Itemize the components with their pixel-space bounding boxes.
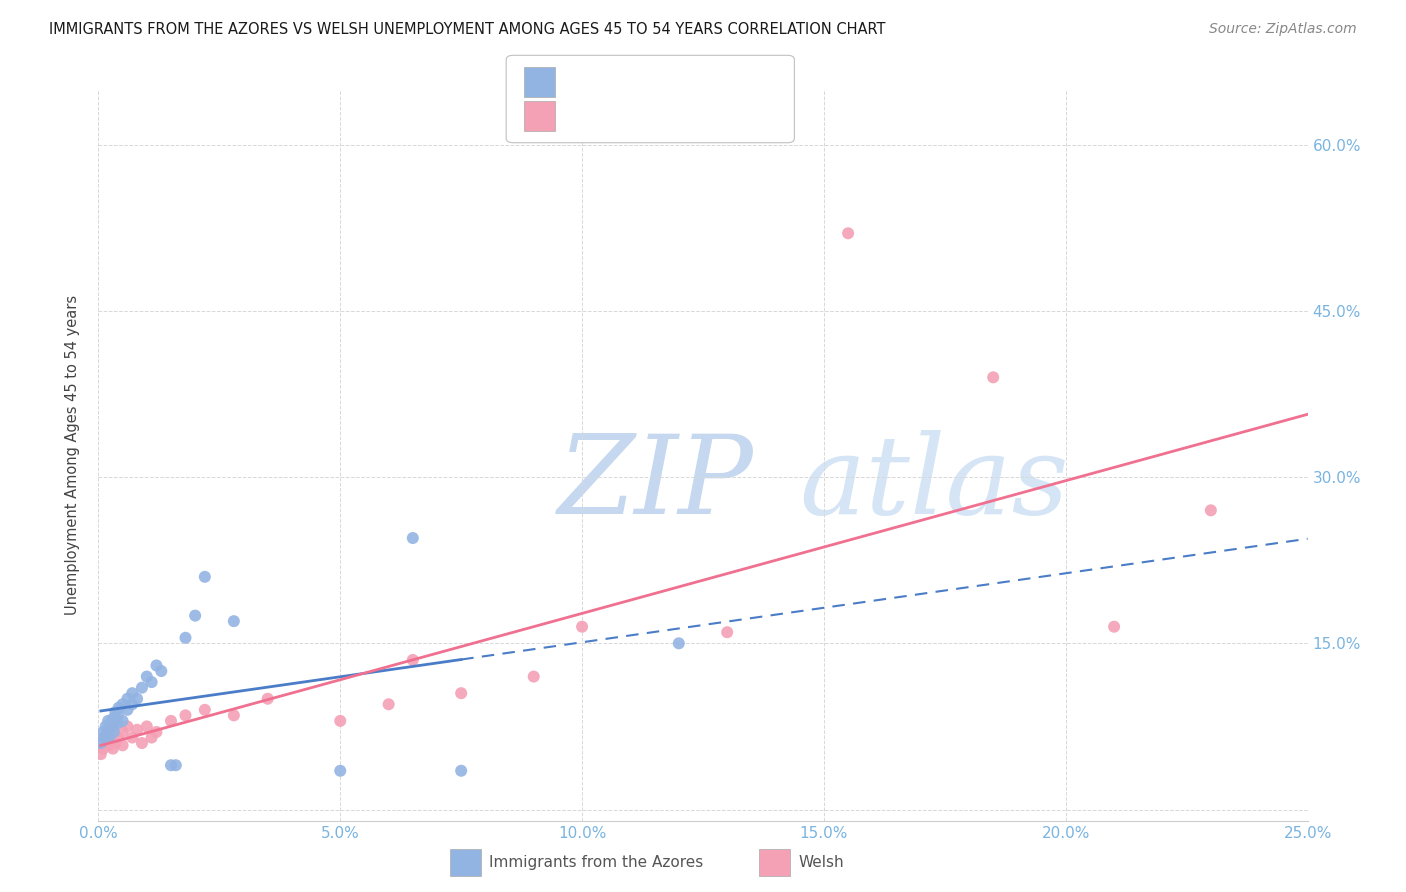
Text: R =: R = xyxy=(564,74,599,89)
Point xyxy=(101,719,124,733)
Point xyxy=(837,227,859,241)
Point xyxy=(402,531,425,545)
Text: ZIP: ZIP xyxy=(558,431,754,538)
Text: 0.495: 0.495 xyxy=(600,109,651,124)
Point xyxy=(90,747,112,761)
Point xyxy=(107,700,129,714)
Point xyxy=(523,669,546,683)
Point xyxy=(90,736,112,750)
Point xyxy=(107,708,129,723)
Text: Source: ZipAtlas.com: Source: ZipAtlas.com xyxy=(1209,22,1357,37)
Point xyxy=(150,664,173,678)
Point xyxy=(668,636,690,650)
Point xyxy=(111,698,134,712)
Point xyxy=(450,764,472,778)
Text: Welsh: Welsh xyxy=(799,855,844,870)
Point xyxy=(160,714,183,728)
Point xyxy=(101,741,124,756)
Point xyxy=(145,725,167,739)
Point xyxy=(97,714,120,728)
Point xyxy=(107,731,129,745)
Point xyxy=(94,719,117,733)
Text: 38: 38 xyxy=(693,74,716,89)
Point xyxy=(97,723,120,737)
Y-axis label: Unemployment Among Ages 45 to 54 years: Unemployment Among Ages 45 to 54 years xyxy=(65,295,80,615)
Point xyxy=(222,614,245,628)
Point xyxy=(571,620,593,634)
Point xyxy=(184,608,207,623)
Point xyxy=(111,714,134,728)
Point xyxy=(98,739,121,753)
Point xyxy=(402,653,425,667)
Point xyxy=(1199,503,1222,517)
Point xyxy=(93,731,115,745)
Point xyxy=(145,658,167,673)
Text: 0.537: 0.537 xyxy=(600,74,651,89)
Point xyxy=(194,570,217,584)
Point xyxy=(117,703,139,717)
Point xyxy=(121,698,143,712)
Text: IMMIGRANTS FROM THE AZORES VS WELSH UNEMPLOYMENT AMONG AGES 45 TO 54 YEARS CORRE: IMMIGRANTS FROM THE AZORES VS WELSH UNEM… xyxy=(49,22,886,37)
Point xyxy=(100,716,122,731)
Point xyxy=(329,714,352,728)
Point xyxy=(93,731,115,745)
Text: N =: N = xyxy=(661,109,697,124)
Point xyxy=(91,741,114,756)
Point xyxy=(1102,620,1125,634)
Point xyxy=(96,727,118,741)
Point xyxy=(716,625,738,640)
Point xyxy=(117,719,139,733)
Point xyxy=(127,723,149,737)
Point xyxy=(98,731,121,745)
Point xyxy=(104,705,127,719)
Text: atlas: atlas xyxy=(800,431,1070,538)
Point xyxy=(981,370,1004,384)
Point xyxy=(103,725,125,739)
Point xyxy=(141,731,163,745)
Text: R =: R = xyxy=(564,109,599,124)
Point xyxy=(135,669,157,683)
Point xyxy=(121,686,143,700)
Text: 36: 36 xyxy=(693,109,716,124)
Point xyxy=(117,691,139,706)
Point xyxy=(101,712,124,726)
Point xyxy=(222,708,245,723)
Point xyxy=(91,725,114,739)
Point xyxy=(111,725,134,739)
Point xyxy=(165,758,187,772)
Point xyxy=(94,736,117,750)
Point xyxy=(111,739,134,753)
Point xyxy=(160,758,183,772)
Text: N =: N = xyxy=(661,74,697,89)
Point xyxy=(127,691,149,706)
Point xyxy=(377,698,399,712)
Point xyxy=(450,686,472,700)
Point xyxy=(104,736,127,750)
Point xyxy=(131,681,153,695)
Point xyxy=(97,725,120,739)
Point xyxy=(107,716,129,731)
Point xyxy=(100,727,122,741)
Text: Immigrants from the Azores: Immigrants from the Azores xyxy=(489,855,703,870)
Point xyxy=(121,731,143,745)
Point xyxy=(256,691,278,706)
Point xyxy=(131,736,153,750)
Point xyxy=(101,719,124,733)
Point xyxy=(194,703,217,717)
Point xyxy=(174,631,197,645)
Point xyxy=(141,675,163,690)
Point xyxy=(174,708,197,723)
Point xyxy=(329,764,352,778)
Point xyxy=(135,719,157,733)
